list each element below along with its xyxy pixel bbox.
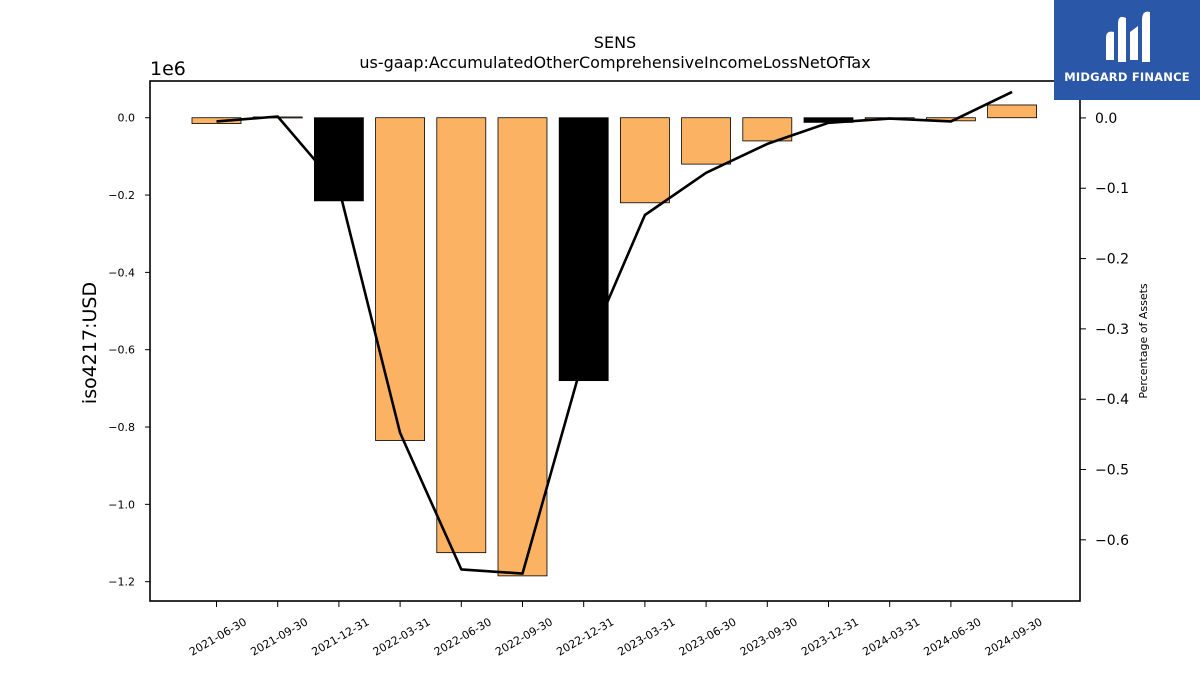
y-tick-label: 0.0 [118,112,136,125]
x-tick-label: 2022-03-31 [371,615,433,658]
chart-subtitle: us-gaap:AccumulatedOtherComprehensiveInc… [359,53,870,72]
bar [620,117,670,204]
x-tick-label: 2021-12-31 [310,615,372,658]
x-tick-label: 2023-03-31 [616,615,678,658]
x-tick-label: 2024-06-30 [922,615,984,658]
logo-mark-icon [1106,11,1150,62]
y2-tick-label: −0.1 [1095,181,1129,197]
x-tick-label: 2023-06-30 [677,615,739,658]
y2-tick-label: −0.3 [1095,322,1129,338]
bar [558,117,609,382]
y-tick-label: −0.6 [108,344,135,357]
midgard-finance-logo: MIDGARD FINANCE [1054,0,1200,100]
x-tick-label: 2022-12-31 [554,615,616,658]
x-tick-label: 2023-09-30 [738,615,800,658]
bar [375,117,426,441]
y-tick-label: −0.8 [108,421,135,434]
y2-tick-label: 0.0 [1095,111,1117,127]
x-tick-label: 2024-03-31 [860,615,922,658]
y-offset-label: 1e6 [150,58,186,80]
y-tick-label: −0.2 [108,189,135,202]
percentage-line [216,90,1013,575]
x-tick-label: 2022-06-30 [432,615,494,658]
y2-tick-label: −0.2 [1095,252,1129,268]
x-tick-label: 2021-06-30 [187,615,249,658]
x-tick-label: 2021-09-30 [248,615,310,658]
plot-frame [149,80,1081,602]
x-tick-label: 2022-09-30 [493,615,555,658]
bar [681,117,731,165]
bar [987,104,1037,119]
bar [742,117,793,142]
x-tick-label: 2024-09-30 [983,615,1045,658]
y2-tick-label: −0.6 [1095,533,1129,549]
y-axis-label: iso4217:USD [79,282,101,404]
y-tick-label: −1.0 [108,498,135,511]
y2-tick-label: −0.4 [1095,392,1129,408]
bar [436,117,487,554]
chart-title: SENS [594,33,636,52]
logo-name: MIDGARD FINANCE [1064,70,1190,84]
y-tick-label: −0.4 [108,266,135,279]
y2-tick-label: −0.5 [1095,463,1129,479]
x-tick-label: 2023-12-31 [799,615,861,658]
bar [497,117,548,577]
y-tick-label: −1.2 [108,576,135,589]
y2-axis-label: Percentage of Assets [1137,283,1150,399]
